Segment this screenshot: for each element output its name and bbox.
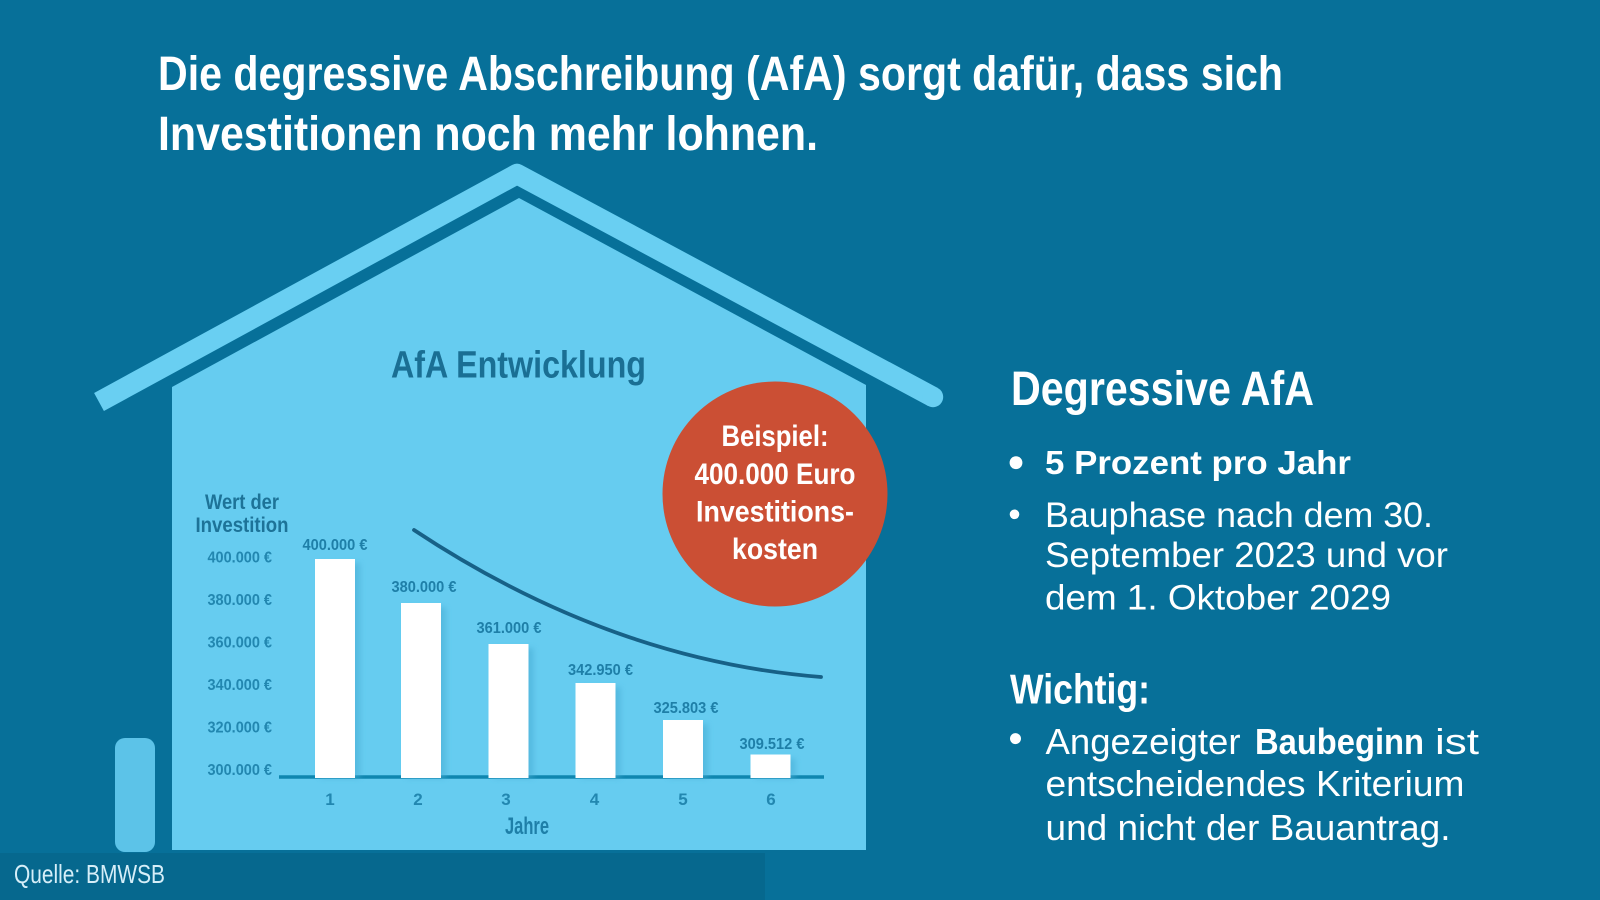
svg-text:3: 3 xyxy=(501,790,510,809)
svg-text:5: 5 xyxy=(678,790,687,809)
svg-text:AfA Entwicklung: AfA Entwicklung xyxy=(391,345,646,387)
svg-text:5 Prozent pro Jahr: 5 Prozent pro Jahr xyxy=(1045,444,1351,481)
svg-text:Die degressive Abschreibung (A: Die degressive Abschreibung (AfA) sorgt … xyxy=(158,48,1283,101)
svg-text:Wert der: Wert der xyxy=(205,491,279,514)
svg-text:Baubeginn: Baubeginn xyxy=(1255,721,1424,762)
svg-text:320.000 €: 320.000 € xyxy=(208,720,273,737)
svg-text:Degressive AfA: Degressive AfA xyxy=(1011,363,1314,416)
svg-text:Wichtig:: Wichtig: xyxy=(1010,666,1150,713)
svg-text:ist: ist xyxy=(1435,721,1479,762)
svg-text:6: 6 xyxy=(766,790,775,809)
svg-text:309.512 €: 309.512 € xyxy=(740,736,805,753)
svg-text:Investition: Investition xyxy=(196,514,289,537)
svg-text:2: 2 xyxy=(413,790,422,809)
svg-text:September 2023 und vor: September 2023 und vor xyxy=(1045,536,1448,575)
svg-text:380.000 €: 380.000 € xyxy=(208,592,273,609)
svg-text:kosten: kosten xyxy=(732,533,818,566)
svg-text:400.000 €: 400.000 € xyxy=(208,550,273,567)
svg-text:Angezeigter: Angezeigter xyxy=(1046,721,1241,762)
svg-text:4: 4 xyxy=(590,790,600,809)
svg-text:300.000 €: 300.000 € xyxy=(208,762,273,779)
svg-text:400.000 €: 400.000 € xyxy=(303,537,368,554)
svg-text:Investitionen noch mehr lohnen: Investitionen noch mehr lohnen. xyxy=(158,108,818,161)
svg-text:Jahre: Jahre xyxy=(505,813,549,840)
svg-text:361.000 €: 361.000 € xyxy=(477,620,542,637)
svg-text:dem 1. Oktober 2029: dem 1. Oktober 2029 xyxy=(1045,579,1391,618)
svg-text:Investitions-: Investitions- xyxy=(696,496,854,529)
svg-text:1: 1 xyxy=(325,790,334,809)
svg-text:entscheidendes Kriterium: entscheidendes Kriterium xyxy=(1046,763,1465,804)
svg-text:400.000 Euro: 400.000 Euro xyxy=(695,458,856,491)
svg-text:und nicht der Bauantrag.: und nicht der Bauantrag. xyxy=(1046,807,1451,848)
svg-text:325.803 €: 325.803 € xyxy=(654,700,719,717)
svg-text:Bauphase nach dem 30.: Bauphase nach dem 30. xyxy=(1045,496,1433,535)
svg-text:Beispiel:: Beispiel: xyxy=(722,420,829,453)
svg-text:340.000 €: 340.000 € xyxy=(208,677,273,694)
svg-text:360.000 €: 360.000 € xyxy=(208,635,273,652)
svg-text:Quelle: BMWSB: Quelle: BMWSB xyxy=(14,859,165,889)
svg-text:342.950 €: 342.950 € xyxy=(568,662,633,679)
svg-text:380.000 €: 380.000 € xyxy=(392,579,457,596)
